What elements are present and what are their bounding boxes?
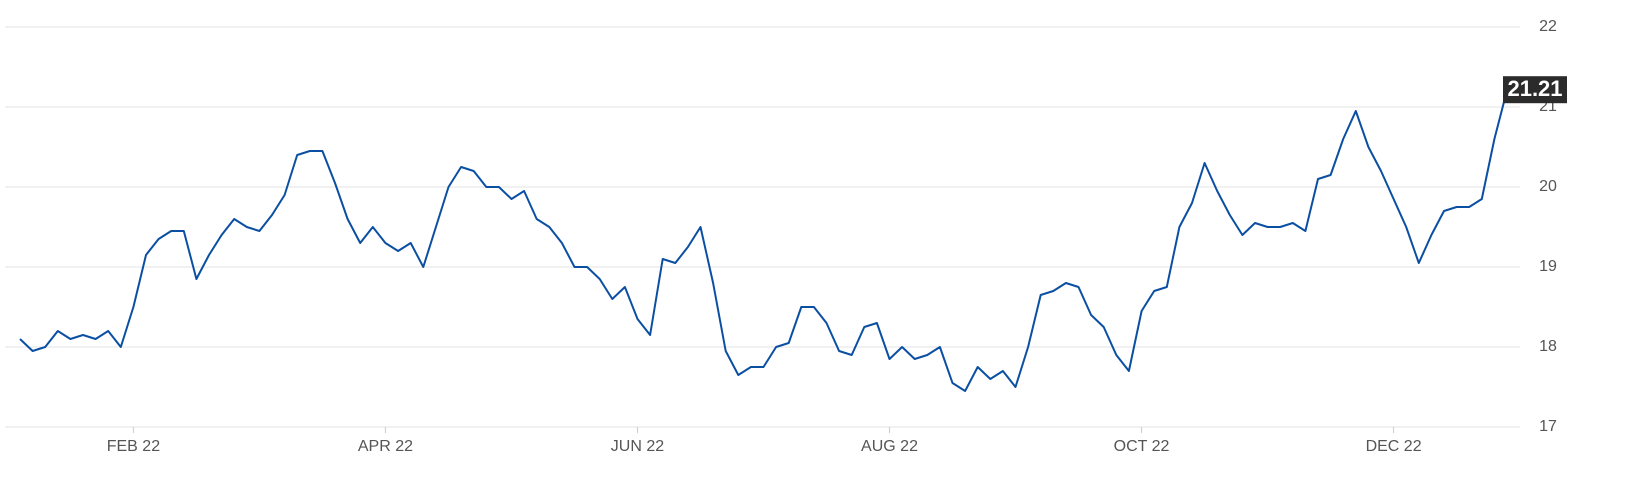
- x-tick-label: FEB 22: [107, 438, 160, 455]
- price-line: [19, 89, 1508, 392]
- x-tick-label: APR 22: [358, 438, 413, 455]
- y-tick-label: 18: [1539, 338, 1557, 355]
- x-tick-label: DEC 22: [1366, 438, 1422, 455]
- last-value-label: 21.21: [1507, 76, 1562, 101]
- y-tick-label: 22: [1539, 18, 1557, 35]
- last-value-badge: [1503, 76, 1567, 104]
- x-tick-label: JUN 22: [611, 438, 664, 455]
- y-tick-label: 20: [1539, 178, 1557, 195]
- x-tick-label: AUG 22: [861, 438, 918, 455]
- y-tick-label: 19: [1539, 258, 1557, 275]
- y-tick-label: 17: [1539, 418, 1557, 435]
- x-tick-label: OCT 22: [1114, 438, 1170, 455]
